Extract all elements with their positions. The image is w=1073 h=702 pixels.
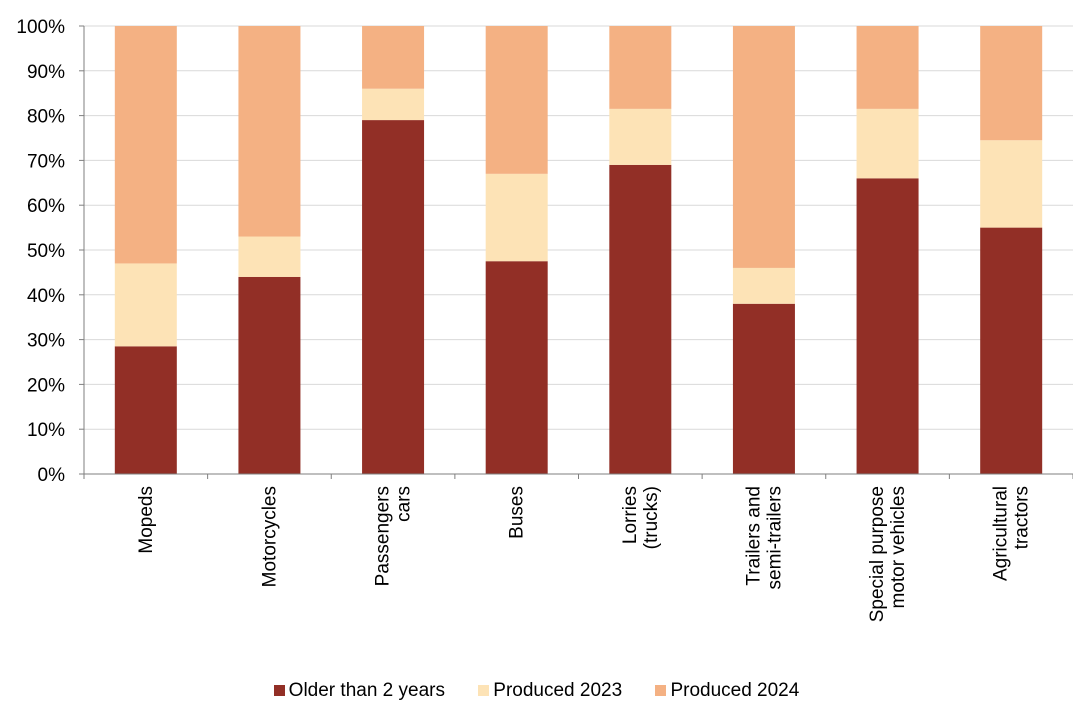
- y-axis-tick-labels: 0% 10% 20% 30% 40% 50% 60% 70% 80% 90% 100%: [16, 17, 65, 486]
- bar-segment-4-3: [485, 26, 548, 174]
- x-tick-label-line: Mopeds: [136, 486, 157, 554]
- x-tick-label: Special purpose motor vehicles: [867, 486, 909, 622]
- bar-segment-1-3: [114, 26, 177, 264]
- x-axis-tick-labels: Mopeds Motorcycles Passengers cars Buses Lorr…: [136, 486, 1033, 622]
- bar-segment-7-1: [856, 178, 919, 474]
- y-tick-label: 70%: [27, 151, 65, 172]
- bar-segment-3-2: [362, 88, 425, 121]
- y-tick-label: 40%: [27, 286, 65, 307]
- y-tick-label: 20%: [27, 375, 65, 396]
- bar-segment-5-2: [609, 108, 672, 165]
- x-tick-label-line: Lorries: [620, 486, 641, 544]
- legend-swatch-2023: [478, 685, 490, 696]
- legend-label-2024: Produced 2024: [670, 680, 800, 701]
- bar-segment-8-2: [980, 140, 1043, 228]
- bar-segment-4-1: [485, 261, 548, 474]
- legend-item-2024: Produced 2024: [655, 680, 799, 702]
- y-tick-label: 90%: [27, 62, 65, 83]
- legend: Older than 2 years Produced 2023 Produce…: [0, 680, 1073, 702]
- bar-segment-5-1: [609, 164, 672, 474]
- bar-segment-6-3: [732, 26, 795, 268]
- x-tick-label-line: tractors: [1012, 486, 1033, 549]
- bar-segment-6-1: [732, 303, 795, 474]
- x-tick-label-line: Motorcycles: [259, 486, 280, 587]
- x-tick-label: Trailers and semi-trailers: [743, 486, 785, 589]
- bar-segment-6-2: [732, 267, 795, 304]
- x-tick-label-line: Passengers: [373, 486, 394, 586]
- bar-segment-5-3: [609, 26, 672, 109]
- bar-segment-2-3: [238, 26, 301, 237]
- y-tick-label: 80%: [27, 107, 65, 128]
- gridlines: [84, 25, 1073, 430]
- x-tick-label: Motorcycles: [259, 486, 280, 587]
- x-tick-label-line: (trucks): [641, 486, 662, 549]
- x-tick-label: Passengers cars: [373, 486, 415, 586]
- bar-segment-3-1: [362, 120, 425, 474]
- y-tick-label: 50%: [27, 241, 65, 262]
- x-tick-label: Buses: [507, 486, 528, 539]
- axes: [79, 25, 1073, 479]
- x-tick-label-line: Agricultural: [991, 486, 1012, 581]
- legend-label-2023: Produced 2023: [493, 680, 623, 701]
- legend-swatch-2024: [655, 685, 667, 696]
- y-tick-label: 0%: [38, 465, 66, 486]
- bar-segment-1-2: [114, 263, 177, 347]
- legend-label-older: Older than 2 years: [288, 680, 445, 701]
- bars: [114, 26, 1043, 474]
- x-tick-label-line: cars: [394, 486, 415, 522]
- x-tick-label-line: Special purpose: [867, 486, 888, 622]
- x-tick-label: Mopeds: [136, 486, 157, 554]
- bar-segment-8-1: [980, 227, 1043, 474]
- bar-segment-7-3: [856, 26, 919, 109]
- x-tick-label-line: Trailers and: [743, 486, 764, 586]
- x-tick-label-line: semi-trailers: [764, 486, 785, 589]
- legend-item-older: Older than 2 years: [273, 680, 445, 702]
- x-tick-label-line: Buses: [507, 486, 528, 539]
- legend-item-2023: Produced 2023: [478, 680, 622, 702]
- x-tick-label: Lorries (trucks): [620, 486, 662, 549]
- y-tick-label: 100%: [16, 17, 65, 38]
- bar-segment-2-2: [238, 236, 301, 277]
- bar-segment-2-1: [238, 276, 301, 474]
- bar-segment-4-2: [485, 173, 548, 262]
- bar-segment-8-3: [980, 26, 1043, 141]
- bar-segment-3-3: [362, 26, 425, 89]
- y-tick-label: 60%: [27, 196, 65, 217]
- y-tick-label: 30%: [27, 331, 65, 352]
- bar-segment-1-1: [114, 346, 177, 474]
- x-tick-label: Agricultural tractors: [991, 486, 1033, 581]
- x-tick-label-line: motor vehicles: [888, 486, 909, 609]
- bar-segment-7-2: [856, 108, 919, 179]
- legend-swatch-older: [273, 685, 285, 696]
- y-tick-label: 10%: [27, 420, 65, 441]
